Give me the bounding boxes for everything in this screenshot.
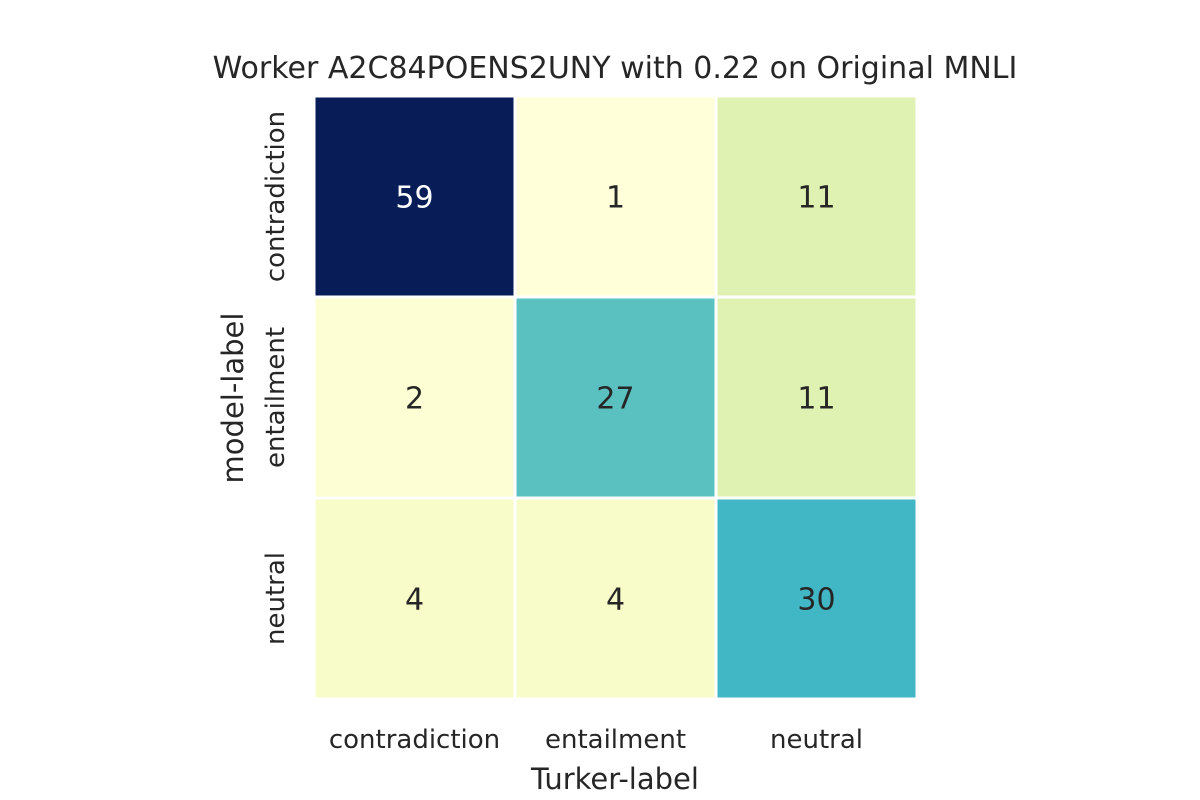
x-tick-label-neutral: neutral [770, 725, 863, 755]
cell-value-r0-c0: 59 [395, 181, 433, 216]
cell-value-r1-c1: 27 [596, 382, 634, 417]
heatmap-cell-r2-c1 [513, 496, 718, 701]
cell-value-r2-c1: 4 [606, 583, 625, 618]
x-tick-labels: contradiction entailment neutral [329, 725, 863, 755]
cell-value-r2-c2: 30 [797, 583, 835, 618]
heatmap-cells: 59 1 112 27 114 4 30 [312, 94, 919, 701]
heatmap-cell-r1-c2 [714, 295, 919, 500]
x-axis-label: Turker-label [530, 762, 699, 796]
y-tick-label-entailment: entailment [261, 327, 291, 468]
cell-value-r2-c0: 4 [405, 583, 424, 618]
cell-value-r1-c2: 11 [797, 382, 835, 417]
heatmap-cell-r1-c0 [312, 295, 517, 500]
x-tick-label-contradiction: contradiction [329, 725, 500, 755]
heatmap-cell-r0-c0 [312, 94, 517, 299]
y-tick-label-contradiction: contradiction [261, 111, 291, 282]
cell-value-r1-c0: 2 [405, 382, 424, 417]
x-tick-label-entailment: entailment [545, 725, 686, 755]
cell-value-r0-c2: 11 [797, 181, 835, 216]
chart-title: Worker A2C84POENS2UNY with 0.22 on Origi… [213, 51, 1018, 86]
y-axis-label: model-label [216, 313, 250, 484]
heatmap-cell-r2-c2 [714, 496, 919, 701]
heatmap-cell-r0-c1 [513, 94, 718, 299]
cell-value-r0-c1: 1 [606, 181, 625, 216]
heatmap-cell-r2-c0 [312, 496, 517, 701]
heatmap-cell-r0-c2 [714, 94, 919, 299]
y-tick-label-neutral: neutral [261, 552, 291, 645]
y-tick-labels: contradiction entailment neutral [261, 111, 291, 645]
